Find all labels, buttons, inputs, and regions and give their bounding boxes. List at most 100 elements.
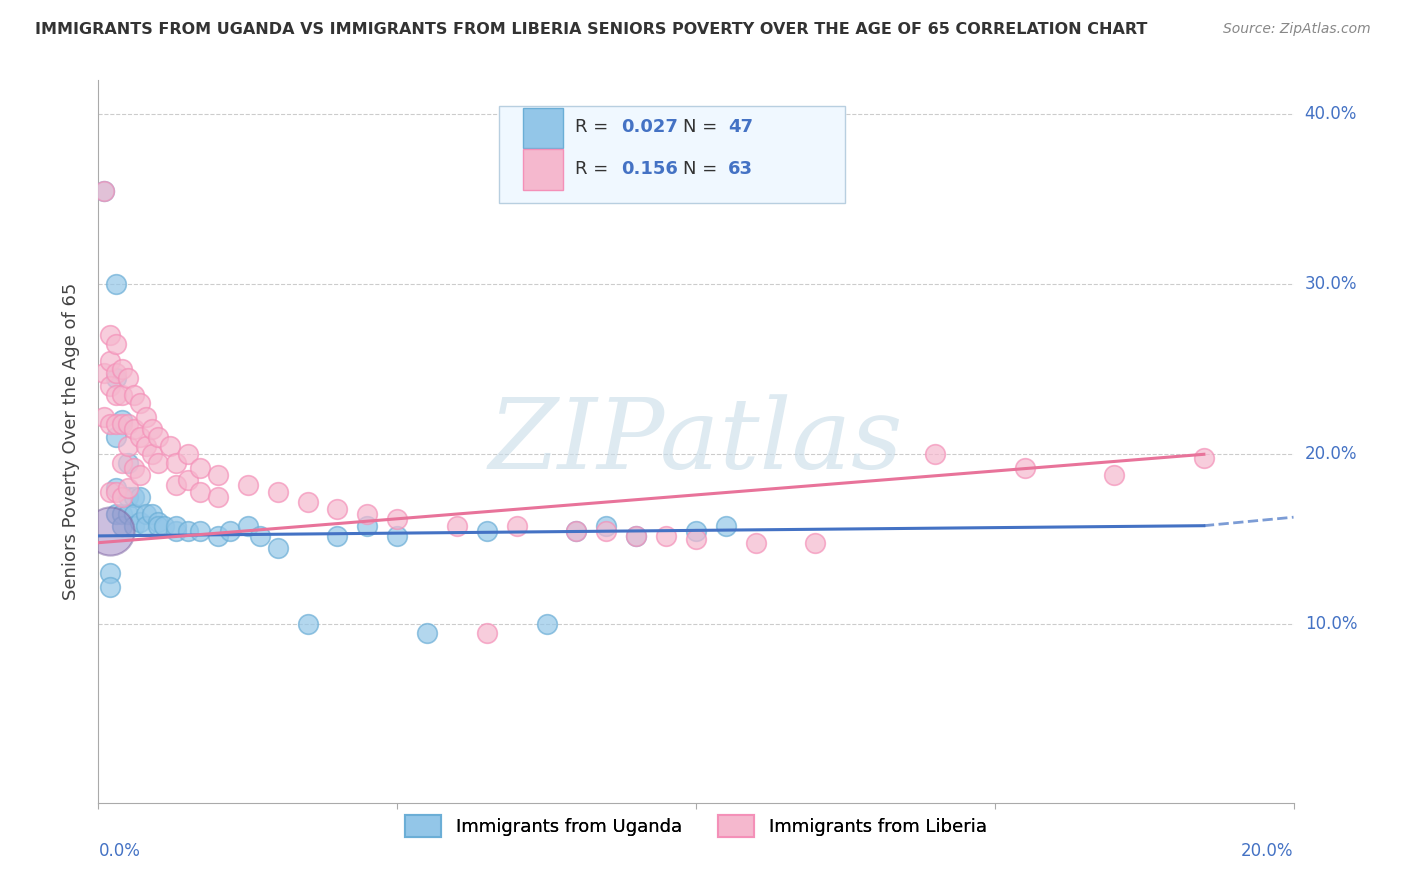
Text: R =: R = [575,160,614,178]
Point [165,478,187,492]
Point [804,535,827,549]
Point [117,439,139,453]
Point [745,535,768,549]
Point [141,507,163,521]
Text: N =: N = [683,119,723,136]
Point [565,524,588,538]
Text: 0.0%: 0.0% [98,842,141,860]
Text: IMMIGRANTS FROM UGANDA VS IMMIGRANTS FROM LIBERIA SENIORS POVERTY OVER THE AGE O: IMMIGRANTS FROM UGANDA VS IMMIGRANTS FRO… [35,22,1147,37]
Text: 0.156: 0.156 [620,160,678,178]
Point [117,490,139,504]
Point [105,388,128,402]
Point [124,518,146,533]
Point [135,507,157,521]
Point [326,501,349,516]
Point [177,524,200,538]
Point [188,484,211,499]
Point [153,518,176,533]
Point [135,439,157,453]
Point [117,507,139,521]
Point [165,456,187,470]
Text: 0.027: 0.027 [620,119,678,136]
Text: N =: N = [683,160,723,178]
Point [111,362,134,376]
Point [129,490,152,504]
Point [177,447,200,461]
FancyBboxPatch shape [523,108,564,148]
Point [267,541,290,555]
Point [685,533,707,547]
Point [117,371,139,385]
Point [129,467,152,482]
Point [93,366,115,380]
Point [219,524,242,538]
Point [148,518,170,533]
Text: 30.0%: 30.0% [1305,276,1357,293]
Point [177,473,200,487]
Point [297,495,319,509]
Point [105,336,128,351]
Point [111,518,134,533]
Text: 63: 63 [728,160,754,178]
Point [626,529,648,543]
Point [924,447,946,461]
Point [117,456,139,470]
Point [111,413,134,427]
Legend: Immigrants from Uganda, Immigrants from Liberia: Immigrants from Uganda, Immigrants from … [398,808,994,845]
FancyBboxPatch shape [523,150,564,190]
Point [98,580,122,594]
Point [188,524,211,538]
Text: Source: ZipAtlas.com: Source: ZipAtlas.com [1223,22,1371,37]
Text: 20.0%: 20.0% [1305,445,1357,463]
Point [98,328,122,343]
Point [105,430,128,444]
Point [105,417,128,431]
Point [124,461,146,475]
Point [385,529,409,543]
Point [188,461,211,475]
Point [111,417,134,431]
Point [356,507,378,521]
Point [565,524,588,538]
Point [141,422,163,436]
Point [105,507,128,521]
Point [93,409,115,424]
Point [207,490,229,504]
Point [1104,467,1126,482]
Point [111,456,134,470]
Point [655,529,678,543]
Point [356,518,378,533]
Point [159,439,181,453]
Point [135,518,157,533]
Point [93,184,115,198]
Point [124,388,146,402]
Point [111,507,134,521]
Point [236,518,259,533]
Point [165,518,187,533]
Point [475,524,498,538]
Point [98,566,122,581]
Point [1192,450,1215,465]
Point [111,388,134,402]
Text: 40.0%: 40.0% [1305,105,1357,123]
Point [148,430,170,444]
Point [595,518,617,533]
Point [685,524,707,538]
Point [148,456,170,470]
Point [506,518,529,533]
Point [98,524,122,538]
Point [124,507,146,521]
Point [385,512,409,526]
Point [105,277,128,292]
Text: 20.0%: 20.0% [1241,842,1294,860]
Point [595,524,617,538]
Point [117,417,139,431]
Point [141,447,163,461]
Point [117,481,139,495]
Point [207,467,229,482]
Point [98,379,122,393]
Point [297,617,319,632]
Point [536,617,558,632]
Point [98,484,122,499]
Point [124,490,146,504]
